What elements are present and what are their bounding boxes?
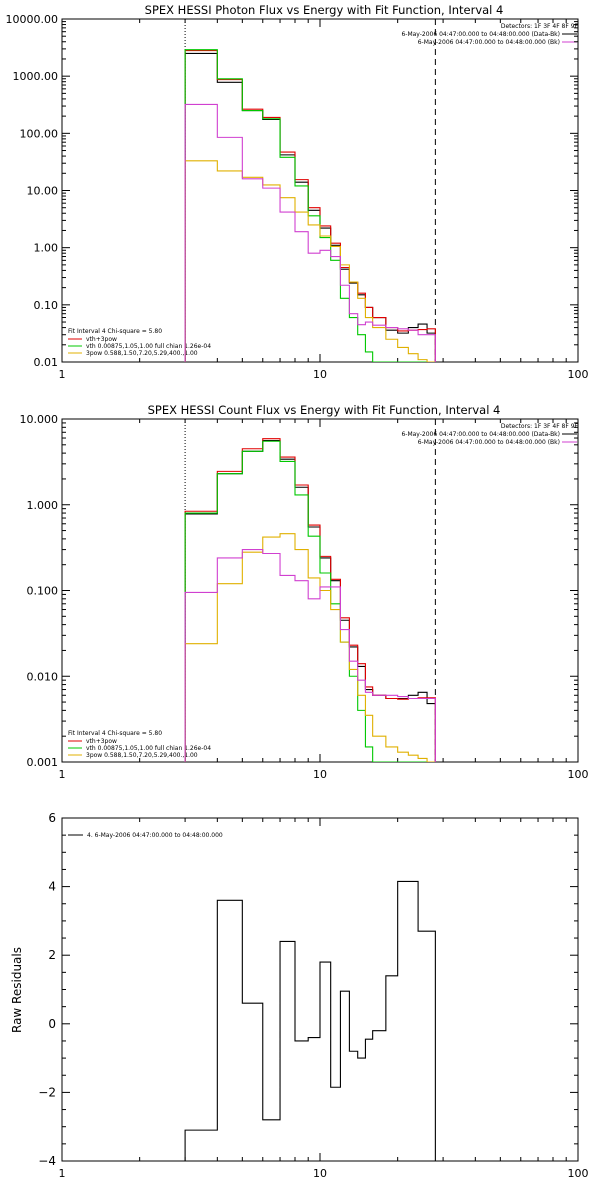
- photon-detectors-label: Detectors: 1F 3F 4F 8F 9F: [501, 23, 579, 30]
- photon-data-legend: 6-May-2006 04:47:00.000 to 04:48:00.000 …: [401, 31, 577, 46]
- count-fit-entry-total: vth+3pow: [86, 738, 117, 745]
- photon-legend-entry-data-bk: 6-May-2006 04:47:00.000 to 04:48:00.000 …: [401, 31, 560, 38]
- panel2-y-tick-label: 0.010: [27, 670, 59, 683]
- photon-fit-entry-total: vth+3pow: [86, 336, 117, 343]
- panel2-y-tick-label: 0.001: [27, 756, 59, 769]
- count-detectors-label: Detectors: 1F 3F 4F 8F 9F: [501, 423, 579, 430]
- count-fit-legend-title: Fit Interval 4 Chi-square = 5.80: [68, 730, 162, 737]
- panel2-y-tick-label: 10.000: [20, 413, 59, 426]
- panel3-x-tick-label: 10: [313, 1167, 327, 1180]
- photon-flux-panel: SPEX HESSI Photon Flux vs Energy with Fi…: [6, 3, 589, 381]
- panel1-y-tick-label: 10.00: [27, 185, 59, 198]
- panel2-series-vth-3pow: [184, 438, 436, 762]
- panel3-y-tick-label: 6: [48, 811, 56, 825]
- panel2-x-tick-label: 100: [568, 768, 589, 781]
- panel2-x-tick-label: 1: [59, 768, 66, 781]
- panel1-series-vth-3pow: [184, 50, 436, 362]
- panel2-x-tick-label: 10: [313, 768, 327, 781]
- residuals-y-axis-label: Raw Residuals: [10, 947, 24, 1033]
- count-flux-panel: SPEX HESSI Count Flux vs Energy with Fit…: [20, 403, 589, 781]
- panel3-y-tick-label: 0: [48, 1017, 56, 1031]
- count-fit-entry-3pow: 3pow 0.588,1.50,7.20,5.29,400.,1.00: [86, 752, 198, 759]
- panel1-y-tick-label: 1.00: [34, 242, 59, 255]
- panel3-x-tick-label: 1: [59, 1167, 66, 1180]
- panel1-series-3pow: [184, 160, 436, 362]
- photon-fit-entry-vth: vth 0.00875,1.05,1.00 full chian 1.26e-0…: [86, 343, 211, 350]
- panel3-y-tick-label: −4: [38, 1154, 56, 1168]
- count-fit-legend: Fit Interval 4 Chi-square = 5.80 vth+3po…: [68, 730, 211, 759]
- residuals-legend: 4. 6-May-2006 04:47:00.000 to 04:48:00.0…: [68, 832, 223, 839]
- panel1-x-tick-label: 1: [59, 368, 66, 381]
- panel2-y-tick-label: 0.100: [27, 585, 59, 598]
- photon-fit-entry-3pow: 3pow 0.588,1.50,7.20,5.29,400.,1.00: [86, 350, 198, 357]
- panel1-y-tick-label: 1000.00: [13, 70, 59, 83]
- count-data-legend: 6-May-2006 04:47:00.000 to 04:48:00.000 …: [401, 431, 577, 446]
- count-flux-title: SPEX HESSI Count Flux vs Energy with Fit…: [148, 403, 501, 417]
- residuals-legend-entry: 4. 6-May-2006 04:47:00.000 to 04:48:00.0…: [87, 832, 223, 839]
- photon-legend-entry-bk: 6-May-2006 04:47:00.000 to 04:48:00.000 …: [418, 39, 560, 46]
- photon-fit-legend-title: Fit Interval 4 Chi-square = 5.80: [68, 328, 162, 335]
- panel2-series-bk: [184, 549, 436, 762]
- count-fit-entry-vth: vth 0.00875,1.05,1.00 full chian 1.26e-0…: [86, 745, 211, 752]
- panel1-series-bk: [184, 103, 436, 362]
- panel1-x-tick-label: 100: [568, 368, 589, 381]
- count-legend-entry-data-bk: 6-May-2006 04:47:00.000 to 04:48:00.000 …: [401, 431, 560, 438]
- photon-fit-legend: Fit Interval 4 Chi-square = 5.80 vth+3po…: [68, 328, 211, 357]
- panel3-y-tick-label: −2: [38, 1085, 56, 1099]
- residuals-panel: Raw Residuals 4. 6-May-2006 04:47:00.000…: [10, 811, 589, 1180]
- panel3-x-tick-label: 100: [568, 1167, 589, 1180]
- panel3-y-tick-label: 4: [48, 880, 56, 894]
- panel3-series-4-6-may-2006-04-47-00-000-to-04-48-00-000: [184, 880, 436, 1161]
- panel2-y-tick-label: 1.000: [27, 499, 59, 512]
- panel1-series-vth: [184, 49, 436, 362]
- count-legend-entry-bk: 6-May-2006 04:47:00.000 to 04:48:00.000 …: [418, 439, 560, 446]
- panel1-y-tick-label: 0.10: [34, 299, 59, 312]
- photon-flux-title: SPEX HESSI Photon Flux vs Energy with Fi…: [145, 3, 504, 17]
- panel1-y-tick-label: 0.01: [34, 356, 59, 369]
- panel1-y-tick-label: 10000.00: [6, 13, 59, 26]
- panel1-x-tick-label: 10: [313, 368, 327, 381]
- panel3-y-tick-label: 2: [48, 948, 56, 962]
- panel1-y-tick-label: 100.00: [20, 127, 59, 140]
- panel2-series-3pow: [184, 533, 436, 762]
- panel2-series-vth: [184, 440, 436, 762]
